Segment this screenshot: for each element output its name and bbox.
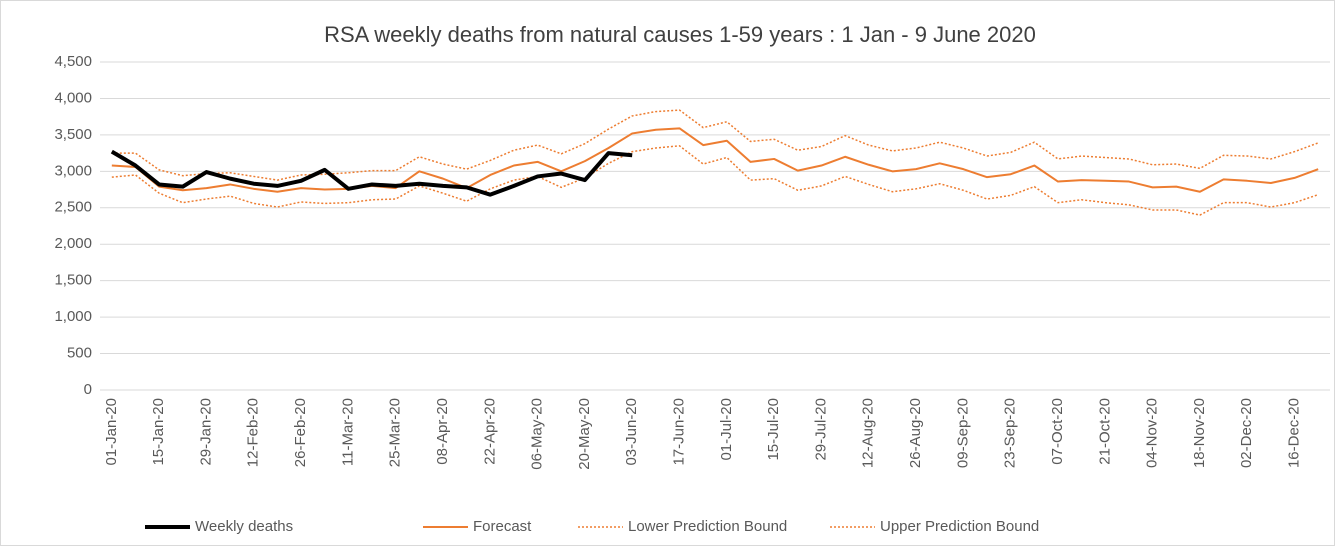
legend-label: Weekly deaths (195, 518, 293, 535)
y-tick-label: 4,500 (54, 53, 92, 70)
x-tick-label: 15-Jul-20 (765, 398, 782, 461)
legend-label: Forecast (473, 518, 532, 535)
x-tick-label: 12-Feb-20 (245, 398, 262, 467)
y-tick-label: 1,000 (54, 308, 92, 325)
y-tick-label: 2,000 (54, 235, 92, 252)
legend-label: Lower Prediction Bound (628, 518, 787, 535)
x-tick-label: 23-Sep-20 (1002, 398, 1019, 468)
x-tick-label: 11-Mar-20 (339, 398, 356, 466)
x-tick-label: 15-Jan-20 (150, 398, 167, 466)
x-tick-label: 02-Dec-20 (1238, 398, 1255, 468)
y-tick-label: 3,000 (54, 162, 92, 179)
y-tick-label: 500 (67, 345, 92, 362)
x-tick-label: 17-Jun-20 (670, 398, 687, 466)
x-tick-label: 04-Nov-20 (1144, 398, 1161, 468)
series-line (111, 145, 1319, 216)
x-tick-label: 26-Feb-20 (292, 398, 309, 467)
x-tick-label: 16-Dec-20 (1285, 398, 1302, 468)
x-tick-label: 12-Aug-20 (860, 398, 877, 468)
y-tick-label: 3,500 (54, 126, 92, 143)
x-tick-label: 09-Sep-20 (954, 398, 971, 468)
x-tick-label: 07-Oct-20 (1049, 398, 1066, 465)
y-tick-label: 4,000 (54, 89, 92, 106)
chart-title: RSA weekly deaths from natural causes 1-… (324, 22, 1036, 47)
x-tick-label: 20-May-20 (576, 398, 593, 470)
x-tick-label: 25-Mar-20 (387, 398, 404, 467)
y-tick-label: 2,500 (54, 199, 92, 216)
x-tick-label: 29-Jul-20 (812, 398, 829, 461)
x-tick-label: 29-Jan-20 (197, 398, 214, 466)
series-line (111, 127, 1319, 193)
legend-label: Upper Prediction Bound (880, 518, 1039, 535)
series-line (110, 149, 633, 197)
x-tick-label: 18-Nov-20 (1191, 398, 1208, 468)
x-tick-label: 22-Apr-20 (481, 398, 498, 465)
x-tick-label: 01-Jul-20 (718, 398, 735, 461)
x-tick-label: 21-Oct-20 (1096, 398, 1113, 465)
x-tick-label: 08-Apr-20 (434, 398, 451, 465)
x-tick-label: 01-Jan-20 (103, 398, 120, 466)
x-tick-label: 03-Jun-20 (623, 398, 640, 466)
y-tick-label: 0 (84, 381, 92, 398)
x-tick-label: 06-May-20 (529, 398, 546, 470)
x-tick-label: 26-Aug-20 (907, 398, 924, 468)
y-tick-label: 1,500 (54, 272, 92, 289)
